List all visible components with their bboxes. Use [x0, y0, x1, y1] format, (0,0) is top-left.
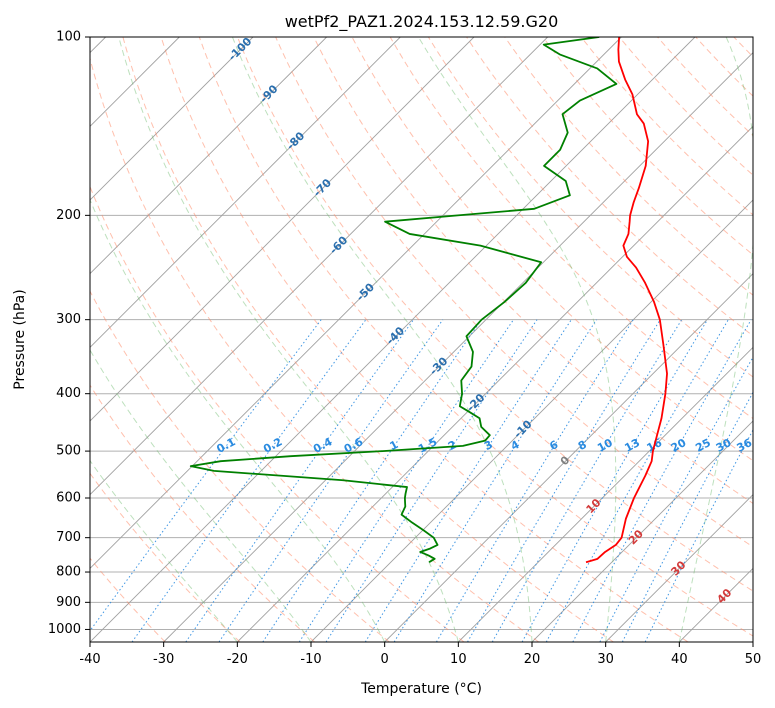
x-tick-label: 40: [671, 652, 688, 667]
isotherm-line: [90, 37, 327, 275]
moist-adiabat-line: [118, 37, 459, 642]
dry-adiabat-line: [90, 472, 241, 642]
isotherm-line: [163, 52, 753, 642]
mixing-ratio-line: [545, 319, 729, 642]
dry-adiabat-line: [313, 37, 753, 505]
mixing-ratio-line: [90, 319, 322, 632]
mixing-ratio-label: 10: [595, 436, 615, 455]
x-tick-label: -30: [153, 652, 174, 667]
y-tick-label: 1000: [48, 622, 81, 637]
isotherm-line: [90, 37, 696, 642]
dry-adiabat-line: [90, 56, 540, 642]
dry-adiabat-line: [90, 290, 390, 642]
isotherm-line: [384, 273, 753, 642]
x-tick-label: 20: [524, 652, 541, 667]
mixing-ratio-line: [325, 319, 538, 642]
mixing-ratio-label: 25: [693, 436, 713, 455]
y-tick-label: 600: [56, 491, 81, 506]
y-tick-label: 800: [56, 565, 81, 580]
x-tick-label: -40: [79, 652, 100, 667]
plot-frame: [89, 36, 754, 643]
dry-adiabat-line: [389, 37, 753, 420]
mixing-ratio-label: 30: [714, 436, 734, 455]
isotherm-line: [90, 37, 475, 422]
moist-adiabat-line: [678, 37, 753, 642]
x-tick-label: 0: [381, 652, 389, 667]
isotherm-line: [90, 37, 548, 496]
dry-adiabat-line: [160, 37, 689, 642]
dry-adiabat-line: [427, 37, 753, 378]
mixing-ratio-line: [491, 319, 683, 642]
moist-adiabat-line: [231, 37, 533, 642]
y-tick-label: 700: [56, 530, 81, 545]
moist-adiabat-line: [90, 198, 386, 642]
moist-adiabat-line: [418, 37, 617, 642]
x-tick-label: 30: [597, 652, 614, 667]
moist-adiabat-line: [90, 459, 238, 642]
isotherm-line: [458, 346, 753, 642]
mixing-ratio-line: [572, 319, 752, 642]
temperature-profile-line: [585, 37, 668, 564]
isotherm-line: [237, 125, 753, 642]
y-tick-label: 400: [56, 386, 81, 401]
dewpoint-profile-line: [189, 37, 618, 563]
y-tick-label: 900: [56, 595, 81, 610]
isotherm-line: [90, 37, 254, 201]
dry-adiabat-line: [237, 37, 753, 592]
dry-adiabat-line: [198, 37, 753, 637]
y-tick-label: 300: [56, 312, 81, 327]
mixing-ratio-label: 36: [735, 436, 755, 455]
x-tick-label: 50: [745, 652, 762, 667]
dry-adiabat-line: [90, 185, 465, 642]
background-lines: [90, 37, 753, 642]
y-tick-label: 100: [56, 30, 81, 45]
x-tick-label: -20: [227, 652, 248, 667]
y-tick-label: 200: [56, 208, 81, 223]
y-axis-label: Pressure (hPa): [12, 289, 28, 389]
isotherm-line: [90, 37, 401, 348]
mixing-ratio-line: [131, 319, 367, 642]
isotherm-line: [531, 420, 753, 642]
mixing-ratio-label: 13: [622, 436, 642, 455]
axes: -40 -30 -20 -10 0 10 20 30 40 50 100 200 300 400 500 60…: [48, 30, 761, 668]
mixing-ratio-line: [521, 319, 708, 642]
dry-adiabat-line: [122, 37, 614, 642]
isotherm-line: [310, 199, 753, 642]
mixing-ratio-label: 20: [669, 436, 689, 455]
mixing-ratio-line: [621, 391, 753, 642]
x-tick-label: -10: [300, 652, 321, 667]
dry-adiabat-line: [351, 37, 753, 462]
dry-adiabat-line: [504, 37, 753, 296]
mixing-ratio-line: [393, 319, 597, 642]
dry-adiabat-line: [275, 37, 753, 548]
mixing-ratio-line: [435, 319, 634, 642]
isotherm-line: [90, 37, 622, 569]
dry-adiabat-line: [90, 384, 315, 642]
moist-adiabat-line: [90, 349, 312, 642]
dry-adiabat-line: [466, 37, 753, 337]
mixing-ratio-line: [262, 319, 482, 642]
profile-lines: [189, 37, 668, 564]
mixing-ratio-line: [644, 428, 753, 642]
x-tick-label: 10: [450, 652, 467, 667]
mixing-ratio-line: [185, 319, 414, 642]
chart-title: wetPf2_PAZ1.2024.153.12.59.G20: [285, 12, 559, 32]
x-axis-label: Temperature (°C): [360, 681, 482, 697]
mixing-ratio-line: [599, 356, 753, 642]
isotherm-line: [605, 494, 753, 642]
y-tick-label: 500: [56, 444, 81, 459]
